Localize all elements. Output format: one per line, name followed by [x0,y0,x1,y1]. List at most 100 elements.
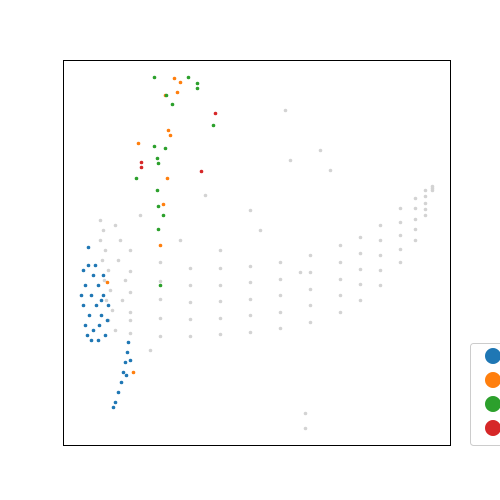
point [161,213,166,218]
point [86,245,91,250]
point [105,280,110,285]
point [101,293,106,298]
point [101,273,106,278]
point [218,299,223,304]
point [125,350,130,355]
point [120,298,125,303]
point [283,108,288,113]
point [158,334,163,339]
point [156,161,161,166]
point [308,253,313,258]
point [308,303,313,308]
plot-points [79,75,435,431]
point [104,298,109,303]
point [248,297,253,302]
point [328,168,333,173]
point [113,223,118,228]
point [164,93,169,98]
point [110,308,115,313]
point [218,283,223,288]
point [86,263,91,268]
point [113,400,118,405]
point [131,370,136,375]
point [413,238,418,243]
point [278,293,283,298]
point [175,90,180,95]
point [158,283,163,288]
point [338,260,343,265]
point [111,405,116,410]
point [218,248,223,253]
point [134,176,139,181]
point [423,201,428,206]
point [87,313,92,318]
point [106,303,111,308]
point [139,160,144,165]
point [158,243,163,248]
point [308,320,313,325]
point [85,333,90,338]
point [155,188,160,193]
point [99,298,104,303]
point [338,277,343,282]
point [413,196,418,201]
point [166,128,171,133]
point [199,169,204,174]
point [91,328,96,333]
point [105,318,110,323]
point [398,260,403,265]
point [106,268,111,273]
point [248,280,253,285]
point [423,194,428,199]
point [413,206,418,211]
point [97,323,102,328]
point [163,146,168,151]
point [152,144,157,149]
point [378,223,383,228]
point [218,266,223,271]
point [338,243,343,248]
point [378,238,383,243]
point [148,348,153,353]
point [430,184,435,189]
point [188,334,193,339]
point [188,300,193,305]
point [218,332,223,337]
point [278,260,283,265]
legend [485,348,500,436]
point [103,248,108,253]
point [128,269,133,274]
plot-frame [63,60,451,446]
point [211,123,216,128]
point [248,208,253,213]
point [136,141,141,146]
point [168,133,173,138]
legend-marker [485,348,500,364]
point [358,298,363,303]
point [139,165,144,170]
point [83,283,88,288]
point [156,227,161,232]
point [248,264,253,269]
point [248,330,253,335]
legend-marker [485,396,500,412]
point [398,206,403,211]
point [213,111,218,116]
point [121,370,126,375]
point [172,76,177,81]
point [81,268,86,273]
point [108,288,113,293]
point [186,75,191,80]
point [123,360,128,365]
point [178,238,183,243]
point [158,297,163,302]
point [188,266,193,271]
point [83,323,88,328]
point [338,310,343,315]
point [398,247,403,252]
point [158,260,163,265]
legend-marker [485,372,500,388]
point [188,317,193,322]
point [303,411,308,416]
